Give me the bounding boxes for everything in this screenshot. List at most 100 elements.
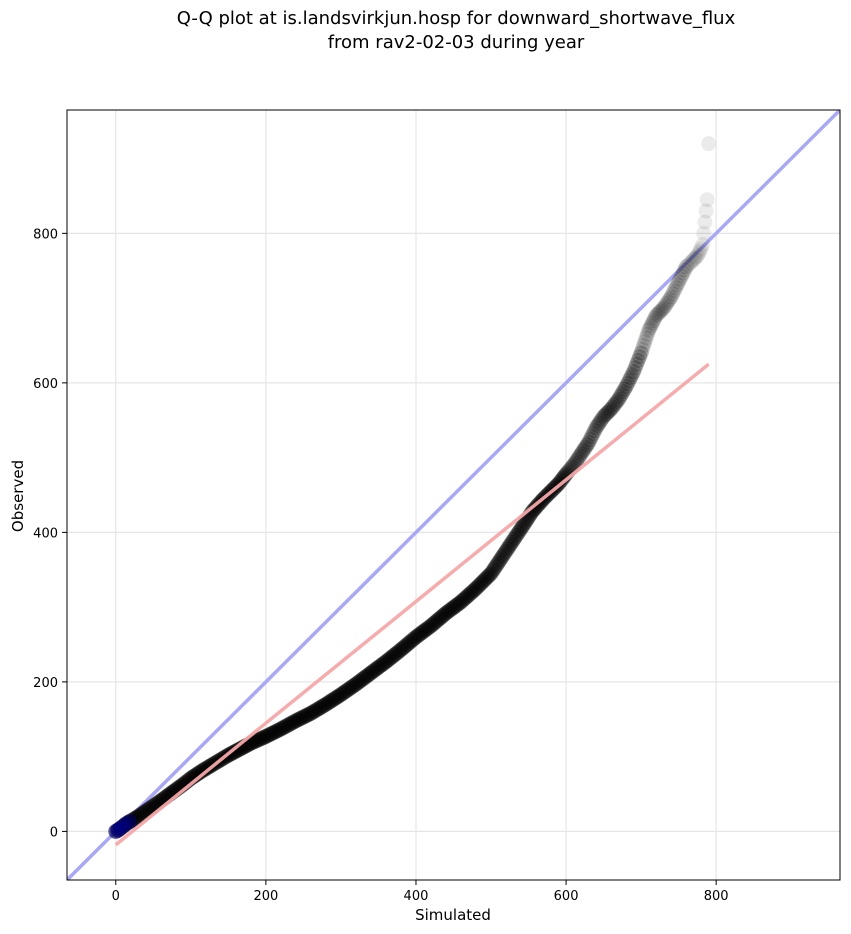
data-point	[408, 629, 424, 645]
data-point	[617, 381, 633, 397]
data-point	[514, 518, 530, 534]
data-point	[360, 667, 376, 683]
data-point	[668, 280, 684, 296]
data-point	[391, 643, 407, 659]
x-tick-label: 600	[554, 889, 579, 904]
data-point	[409, 628, 425, 644]
data-point	[491, 554, 507, 570]
data-point	[379, 653, 395, 669]
data-point	[276, 719, 292, 735]
y-tick-label: 0	[50, 825, 58, 840]
data-point	[435, 608, 451, 624]
data-point	[633, 345, 649, 361]
data-point	[283, 715, 299, 731]
data-point	[657, 298, 673, 314]
data-point	[277, 719, 293, 735]
data-point	[307, 703, 323, 719]
data-point	[402, 634, 418, 650]
data-point	[357, 669, 373, 685]
y-tick-label: 800	[33, 227, 58, 242]
data-point	[306, 703, 322, 719]
data-point	[322, 693, 338, 709]
data-point	[255, 730, 271, 746]
data-point	[247, 733, 263, 749]
data-point	[456, 591, 472, 607]
data-point	[250, 732, 266, 748]
data-point	[606, 397, 622, 413]
data-point	[396, 639, 412, 655]
data-point	[567, 455, 583, 471]
data-point	[195, 762, 211, 778]
data-point	[501, 539, 517, 555]
data-point	[623, 370, 639, 386]
data-point	[421, 619, 437, 635]
data-point	[229, 743, 245, 759]
data-point	[369, 660, 385, 676]
data-point	[316, 697, 332, 713]
data-point	[624, 367, 640, 383]
data-point	[113, 820, 129, 836]
data-point	[630, 352, 646, 368]
data-point	[433, 609, 449, 625]
data-point	[267, 724, 283, 740]
data-point	[138, 803, 154, 819]
data-point	[249, 733, 265, 749]
chart-title-line-1: Q-Q plot at is.landsvirkjun.hosp for dow…	[177, 8, 736, 29]
data-point	[406, 630, 422, 646]
data-point	[352, 673, 368, 689]
data-point	[349, 675, 365, 691]
data-point	[578, 439, 594, 455]
data-point	[650, 306, 666, 322]
data-point	[638, 330, 654, 346]
data-point	[273, 721, 289, 737]
data-point	[358, 668, 374, 684]
data-point	[464, 584, 480, 600]
data-point	[671, 274, 687, 290]
y-tick-label: 600	[33, 377, 58, 392]
data-point	[681, 256, 697, 272]
data-point	[261, 727, 277, 743]
data-point	[382, 650, 398, 666]
data-point	[400, 635, 416, 651]
data-point	[109, 823, 125, 839]
data-point	[430, 611, 446, 627]
data-point	[587, 423, 603, 439]
data-point	[642, 320, 658, 336]
data-point	[337, 683, 353, 699]
data-point	[636, 337, 652, 353]
data-point	[480, 568, 496, 584]
data-point	[609, 393, 625, 409]
data-point	[449, 597, 465, 613]
data-point	[683, 255, 699, 271]
data-point	[403, 633, 419, 649]
data-point	[139, 802, 155, 818]
data-point	[227, 743, 243, 759]
data-point	[117, 817, 133, 833]
data-point	[348, 676, 364, 692]
data-point	[427, 614, 443, 630]
data-point	[482, 567, 498, 583]
data-point	[123, 813, 139, 829]
data-point	[198, 760, 214, 776]
data-point	[122, 814, 138, 830]
data-point	[423, 618, 439, 634]
data-point	[473, 576, 489, 592]
data-point	[264, 725, 280, 741]
data-point	[492, 552, 508, 568]
data-point	[665, 286, 681, 302]
data-point	[447, 598, 463, 614]
chart-title-line-2: from rav2-02-03 during year	[328, 32, 585, 53]
data-point	[647, 310, 663, 326]
data-point	[680, 257, 696, 273]
data-point	[465, 583, 481, 599]
data-point	[495, 548, 511, 564]
data-point	[441, 603, 457, 619]
data-point	[282, 716, 298, 732]
data-point	[646, 313, 662, 329]
data-point	[643, 318, 659, 334]
data-point	[285, 714, 301, 730]
data-point	[411, 627, 427, 643]
data-point	[286, 714, 302, 730]
data-point	[585, 426, 601, 442]
data-point	[696, 225, 712, 241]
